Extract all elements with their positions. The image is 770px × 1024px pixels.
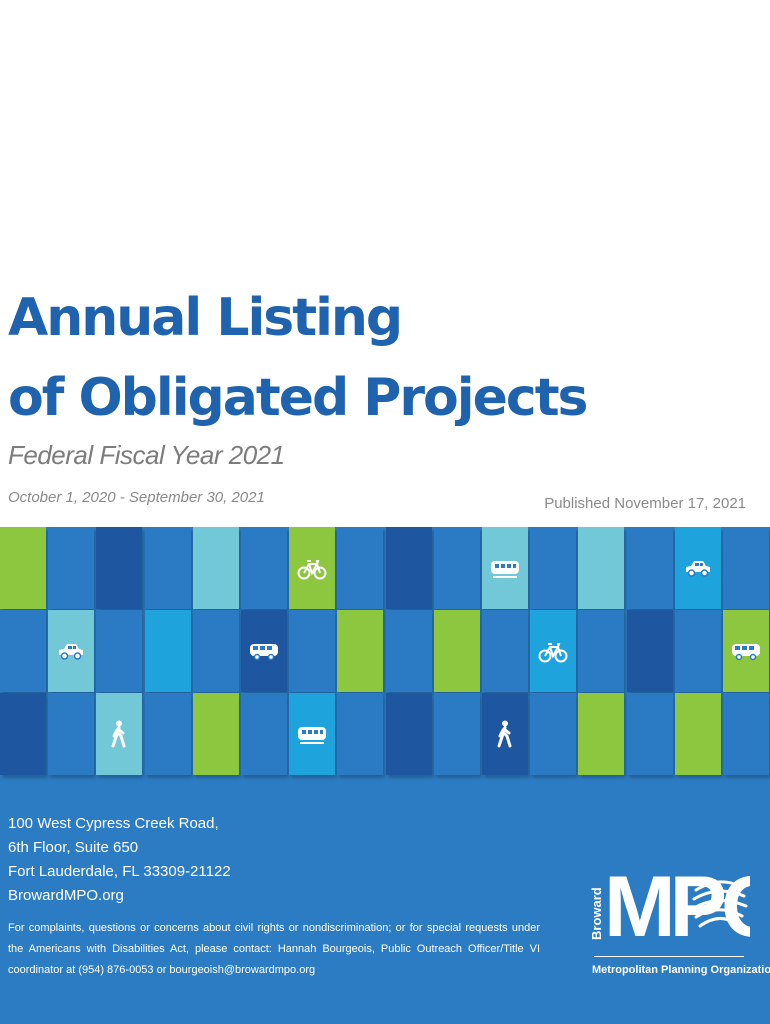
bus-icon: [731, 636, 761, 666]
transportation-mosaic: [0, 527, 770, 782]
logo-divider: [594, 956, 744, 957]
pedestrian-icon: [104, 719, 134, 749]
mosaic-tile: [241, 527, 287, 609]
mosaic-tile: [145, 527, 191, 609]
mosaic-tile: [675, 610, 721, 692]
pedestrian-icon: [490, 719, 520, 749]
mosaic-tile: [96, 610, 142, 692]
title-line-1: Annual Listing: [8, 288, 403, 348]
mosaic-tile: [723, 693, 769, 775]
mosaic-tile: [386, 610, 432, 692]
mosaic-tile: [530, 693, 576, 775]
mosaic-tile: [578, 527, 624, 609]
mosaic-tile: [675, 527, 721, 609]
mosaic-tile: [482, 610, 528, 692]
mosaic-tile: [386, 693, 432, 775]
address-line: 6th Floor, Suite 650: [8, 839, 139, 856]
mosaic-tile: [530, 610, 576, 692]
mosaic-tile: [241, 693, 287, 775]
mosaic-tile: [193, 693, 239, 775]
logo-side-text: Broward: [590, 887, 604, 940]
title-line-2: of Obligated Projects: [8, 368, 588, 428]
address-line: Fort Lauderdale, FL 33309-21122: [8, 863, 231, 880]
mosaic-tile: [578, 610, 624, 692]
mosaic-tile: [723, 610, 769, 692]
wave-icon: [692, 880, 748, 928]
date-range: October 1, 2020 - September 30, 2021: [8, 489, 265, 506]
mosaic-tile: [627, 693, 673, 775]
mosaic-tile: [337, 693, 383, 775]
train-icon: [490, 553, 520, 583]
bicycle-icon: [538, 636, 568, 666]
logo-subtitle: Metropolitan Planning Organization: [592, 964, 770, 976]
mosaic-tile: [0, 610, 46, 692]
fiscal-year-subtitle: Federal Fiscal Year 2021: [8, 440, 285, 470]
mosaic-tile: [96, 527, 142, 609]
mosaic-tile: [482, 693, 528, 775]
mosaic-tile: [627, 610, 673, 692]
car-icon: [683, 553, 713, 583]
mosaic-tile: [723, 527, 769, 609]
train-icon: [297, 719, 327, 749]
mpo-logo-mark: Broward MPO: [590, 860, 750, 940]
mosaic-tile: [48, 693, 94, 775]
mosaic-tile: [193, 610, 239, 692]
bicycle-icon: [297, 553, 327, 583]
mosaic-tile: [193, 527, 239, 609]
mosaic-tile: [145, 693, 191, 775]
broward-mpo-logo: Broward MPO Metropolitan Planning Organi…: [590, 860, 770, 980]
address-line: 100 West Cypress Creek Road,: [8, 815, 219, 832]
mosaic-tile: [0, 693, 46, 775]
mosaic-tile: [289, 693, 335, 775]
mosaic-tile: [145, 610, 191, 692]
mosaic-tile: [48, 610, 94, 692]
mosaic-tile: [434, 527, 480, 609]
mosaic-tile: [482, 527, 528, 609]
mosaic-tile: [96, 693, 142, 775]
mosaic-tile: [434, 693, 480, 775]
mosaic-tile: [289, 527, 335, 609]
published-date: Published November 17, 2021: [544, 495, 746, 512]
mosaic-tile: [627, 527, 673, 609]
mosaic-tile: [434, 610, 480, 692]
address-block: 100 West Cypress Creek Road, 6th Floor, …: [8, 812, 231, 908]
mosaic-tile: [386, 527, 432, 609]
document-title: Annual Listing of Obligated Projects: [8, 278, 588, 438]
mosaic-tile: [578, 693, 624, 775]
mosaic-tile: [241, 610, 287, 692]
website-text: BrowardMPO.org: [8, 887, 124, 904]
footer-band: 100 West Cypress Creek Road, 6th Floor, …: [0, 782, 770, 1024]
mosaic-tile: [0, 527, 46, 609]
mosaic-tile: [530, 527, 576, 609]
car-icon: [56, 636, 86, 666]
mosaic-tile: [337, 527, 383, 609]
mosaic-tile: [675, 693, 721, 775]
mosaic-tile: [337, 610, 383, 692]
mosaic-tile: [48, 527, 94, 609]
mosaic-tile: [289, 610, 335, 692]
civil-rights-notice: For complaints, questions or concerns ab…: [8, 922, 540, 976]
bus-icon: [249, 636, 279, 666]
